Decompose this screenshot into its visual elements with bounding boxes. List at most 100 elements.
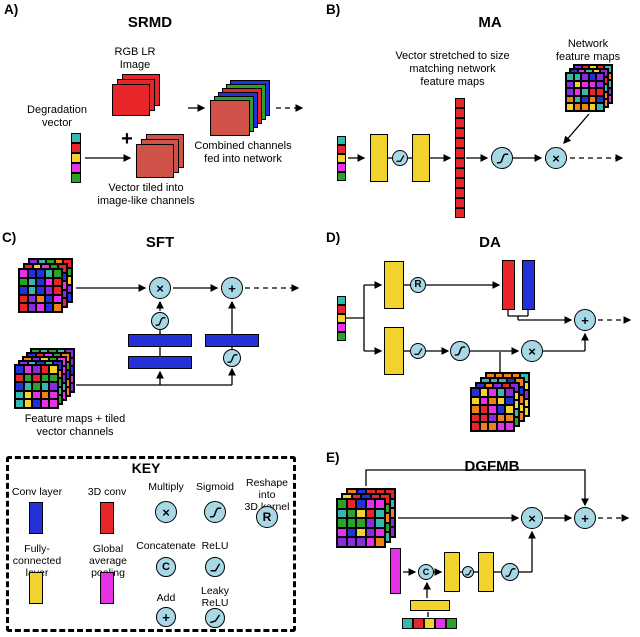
- feature-map-cell: [356, 499, 366, 509]
- feature-map-cell: [365, 518, 376, 528]
- feature-map-cell: [471, 396, 480, 406]
- feature-map-cell: [505, 396, 514, 406]
- multiply-node: ×: [521, 507, 543, 529]
- relu-node: [462, 566, 474, 578]
- fc-layer-attention: [384, 327, 404, 375]
- key-sigmoid-label: Sigmoid: [196, 481, 234, 493]
- feature-map-cell: [32, 382, 41, 391]
- relu-icon: [464, 569, 472, 575]
- feature-map-cell: [573, 95, 582, 104]
- feature-map-layer: [18, 268, 63, 313]
- feature-map-cell: [581, 73, 589, 81]
- relu-node: [392, 150, 408, 166]
- feature-map-cell: [40, 365, 50, 374]
- multiply-icon: ×: [162, 504, 170, 520]
- concatenate-icon: C: [162, 560, 170, 573]
- global-average-pooling-layer: [390, 548, 401, 594]
- vector-cell: [337, 163, 346, 172]
- panel-c-title: SFT: [145, 234, 175, 251]
- vector-cell: [337, 136, 346, 145]
- sigmoid-node-shift: [223, 349, 241, 367]
- relu-node: [410, 343, 426, 359]
- vector-cell: [413, 618, 424, 629]
- feature-map-cell: [36, 294, 45, 304]
- feature-map-cell: [346, 508, 357, 519]
- feature-map-cell: [23, 390, 33, 400]
- feature-map-cell: [53, 277, 62, 287]
- channel-layer: [112, 84, 150, 116]
- feature-map-cell: [32, 390, 41, 400]
- stretched-vector-caption: Vector stretched to size matching networ…: [395, 50, 510, 88]
- vector-cell: [337, 332, 346, 341]
- feature-map-cell: [40, 373, 50, 383]
- feature-map-cell: [596, 95, 604, 104]
- feature-map-cell: [44, 303, 54, 312]
- feature-map-cell: [27, 303, 37, 312]
- feature-map-cell: [566, 73, 574, 81]
- key-conv3d-label: 3D conv: [87, 486, 127, 498]
- feature-map-cell: [566, 95, 574, 104]
- sigmoid-icon: [209, 507, 221, 517]
- feature-map-layer: [14, 364, 59, 409]
- feature-map-cell: [337, 518, 347, 528]
- feature-map-cell: [23, 373, 33, 383]
- feature-map-cell: [581, 95, 589, 104]
- feature-map-cell: [15, 373, 24, 383]
- channel-layer: [210, 100, 250, 136]
- vector-cell: [71, 143, 81, 153]
- feature-map-cell: [505, 388, 514, 397]
- feature-map-cell: [53, 303, 62, 312]
- feature-map-cell: [588, 95, 597, 104]
- feature-map-cell: [566, 103, 574, 111]
- feature-map-cell: [471, 388, 480, 397]
- feature-map-cell: [40, 399, 50, 408]
- feature-map-cell: [36, 277, 45, 287]
- feature-map-cell: [488, 388, 497, 397]
- feature-map-cell: [27, 286, 37, 295]
- feature-map-cell: [44, 286, 54, 295]
- key-add-label: Add: [156, 592, 176, 604]
- reshape-icon: R: [262, 510, 272, 524]
- relu-icon: [413, 347, 422, 355]
- feature-map-cell: [496, 422, 506, 431]
- feature-map-cell: [471, 422, 480, 431]
- feature-map-layer: [336, 498, 386, 548]
- feature-map-cell: [346, 499, 357, 509]
- panel-e-title: DGFMB: [464, 458, 520, 475]
- feature-map-cell: [488, 422, 497, 431]
- sigmoid-node: [204, 501, 226, 523]
- reshape-node: R: [410, 277, 426, 293]
- feature-map-cell: [566, 80, 574, 89]
- feature-map-cell: [356, 518, 366, 528]
- vector-cell: [71, 163, 81, 173]
- reshape-icon: R: [414, 279, 422, 290]
- degradation-vector-caption: Degradation vector: [27, 104, 87, 129]
- vector-cell: [435, 618, 446, 629]
- feature-map-cell: [32, 373, 41, 383]
- feature-map-cell: [596, 73, 604, 81]
- feature-map-cell: [19, 286, 28, 295]
- multiply-node: ×: [545, 147, 567, 169]
- degradation-vector: [337, 296, 346, 341]
- feature-map-cell: [488, 405, 497, 414]
- sigmoid-icon: [227, 353, 237, 363]
- feature-map-cell: [596, 80, 604, 89]
- feature-map-cell: [588, 88, 597, 96]
- feature-map-cell: [49, 390, 58, 400]
- degradation-vector: [402, 618, 457, 629]
- channel-layer: [136, 144, 174, 178]
- feature-maps-tiled-caption: Feature maps + tiled vector channels: [24, 413, 126, 438]
- panel-b-label: B): [326, 2, 341, 17]
- fc-layer-vector: [410, 600, 450, 611]
- fc-layer-1: [444, 552, 460, 592]
- add-node: +: [574, 507, 596, 529]
- key-conv-swatch: [29, 502, 43, 534]
- vector-cell: [337, 323, 346, 332]
- feature-map-cell: [15, 399, 24, 408]
- feature-map-cell: [581, 80, 589, 89]
- feature-map-cell: [573, 80, 582, 89]
- vector-cell: [337, 154, 346, 163]
- feature-map-cell: [581, 88, 589, 96]
- fc-layer-2: [478, 552, 494, 592]
